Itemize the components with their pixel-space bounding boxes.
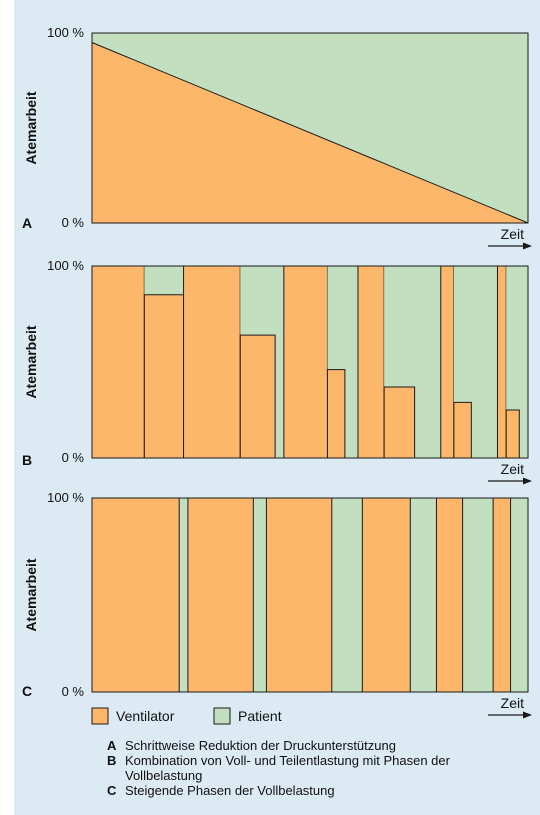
caption-a: A Schrittweise Reduktion der Druckunters…: [107, 738, 527, 753]
caption-list: A Schrittweise Reduktion der Druckunters…: [107, 738, 527, 798]
caption-c: C Steigende Phasen der Vollbelastung: [107, 783, 527, 798]
caption-letter: A: [107, 738, 117, 753]
panel-b-ventilator-bar: [92, 266, 145, 458]
panel-a-ytick-bottom: 0 %: [62, 215, 85, 230]
legend-ventilator-label: Ventilator: [116, 708, 175, 724]
panel-b-time-arrow-head: [523, 477, 532, 485]
panel-b-ventilator-bar-outline: [239, 334, 276, 458]
panel-a-xlabel: Zeit: [501, 226, 524, 242]
panel-b-ytick-bottom: 0 %: [62, 450, 85, 465]
panel-a-ventilator-line: [91, 42, 529, 224]
panel-b-ventilator-bar: [497, 266, 507, 458]
panel-b-ventilator-bar: [144, 294, 184, 458]
panel-b-ytick-top: 100 %: [47, 258, 84, 273]
panel-a-ytick-top: 100 %: [47, 25, 84, 40]
panel-c-ventilator-bar: [187, 498, 254, 692]
panel-b-letter: B: [22, 452, 32, 468]
panel-b-ventilator-bar-outline: [326, 369, 346, 458]
panel-b-ventilator-bar: [327, 369, 345, 458]
panel-a-ylabel: Atemarbeit: [23, 91, 39, 164]
panel-b-patient-bar: [506, 266, 520, 410]
panel-a-frame: [91, 32, 529, 224]
panel-c-letter: C: [22, 683, 32, 699]
panel-b-ventilator-bar-outline: [453, 401, 472, 458]
panel-b-patient-bar: [327, 266, 345, 370]
panel-b-ventilator-bar: [453, 402, 472, 458]
panel-b-ventilator-bar-outline: [383, 386, 416, 458]
panel-b-ventilator-bar-outline: [505, 409, 520, 458]
panel-b-ventilator-bar: [283, 266, 328, 458]
panel-a-time-arrow-head: [523, 242, 532, 250]
panel-c-frame: [91, 497, 529, 693]
panel-b-ventilator-bar: [506, 410, 520, 458]
panel-c-ventilator-bar: [362, 498, 411, 692]
panel-b-patient-bar: [144, 266, 184, 295]
panel-b-frame: [91, 265, 529, 459]
panel-c-time-arrow-head: [523, 711, 532, 719]
chart-canvas: 100 % 0 % Atemarbeit A Zeit 100 % 0 % Atemarbei…: [22, 25, 532, 725]
caption-letter: C: [107, 783, 117, 798]
legend-patient-swatch: [213, 707, 231, 725]
panel-b-ventilator-bar: [240, 335, 276, 458]
caption-b: B Kombination von Voll- und Teilentlastu…: [107, 753, 527, 783]
panel-b-ventilator-bar: [440, 266, 454, 458]
caption-text: Schrittweise Reduktion der Druckunterstü…: [125, 738, 396, 753]
figure: 100 % 0 % Atemarbeit A Zeit 100 % 0 % Atemarbei…: [14, 0, 540, 815]
panel-b-patient-bar: [453, 266, 472, 403]
panel-b-ventilator-bar: [357, 266, 385, 458]
panel-c-ytick-bottom: 0 %: [62, 684, 85, 699]
panel-b-patient-bar: [240, 266, 276, 336]
panel-b-ylabel: Atemarbeit: [23, 325, 39, 398]
panel-c-ylabel: Atemarbeit: [23, 558, 39, 631]
panel-b-ventilator-bar: [384, 386, 415, 458]
legend-patient-label: Patient: [238, 708, 282, 724]
panel-c-ventilator-bar: [92, 498, 180, 692]
panel-a-letter: A: [22, 215, 32, 231]
caption-letter: B: [107, 753, 117, 768]
panel-c-ventilator-bar: [493, 498, 511, 692]
panel-b-patient-bar: [384, 266, 415, 387]
panel-b-ventilator-bar: [183, 266, 241, 458]
caption-text: Steigende Phasen der Vollbelastung: [125, 783, 335, 798]
panel-c-ventilator-bar: [266, 498, 332, 692]
panel-c-ytick-top: 100 %: [47, 490, 84, 505]
panel-c-ventilator-bar: [436, 498, 463, 692]
legend-ventilator-swatch: [91, 707, 109, 725]
caption-text: Kombination von Voll- und Teilentlastung…: [125, 753, 450, 783]
panel-b-xlabel: Zeit: [501, 461, 524, 477]
panel-c-xlabel: Zeit: [501, 695, 524, 711]
